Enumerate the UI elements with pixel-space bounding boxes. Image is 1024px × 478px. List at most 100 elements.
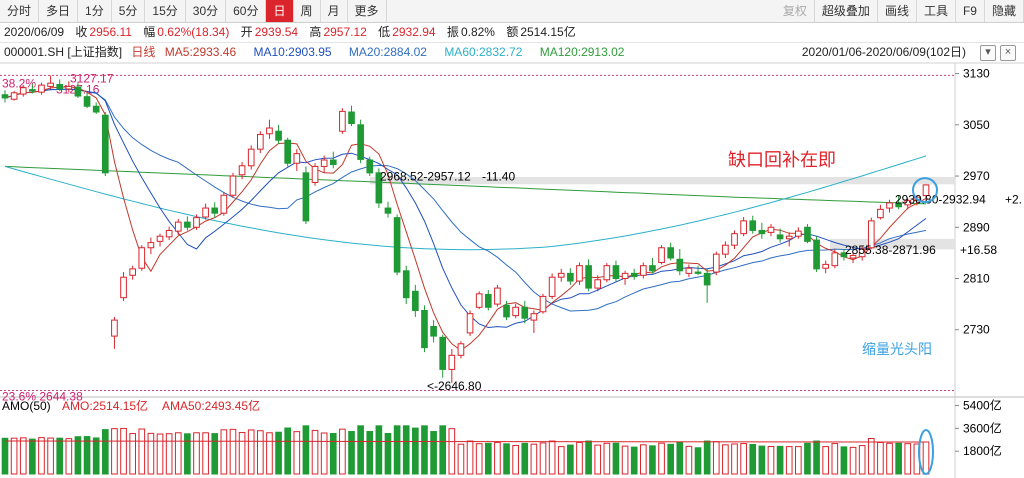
- volume-bar-68: [621, 445, 629, 475]
- candle-body: [47, 82, 54, 87]
- candle-body: [904, 199, 912, 206]
- candle-body: [19, 87, 27, 95]
- volume-bar-44: [402, 425, 410, 475]
- candle-74: [676, 249, 684, 276]
- close-icon[interactable]: ×: [1000, 45, 1016, 61]
- candle-81: [740, 217, 747, 237]
- tool-button-5[interactable]: 隐藏: [985, 0, 1024, 22]
- candle-82: [749, 215, 757, 234]
- tab-6[interactable]: 60分: [226, 0, 267, 22]
- candle-33: [302, 166, 310, 225]
- volume-bar-34: [311, 429, 319, 475]
- candle-body: [749, 220, 757, 231]
- fib-bottom-label: 23.6% 2644.38: [2, 390, 83, 404]
- amount-label: 额: [506, 25, 519, 39]
- volume-bar-65: [594, 444, 602, 475]
- tab-5[interactable]: 30分: [186, 0, 227, 22]
- volume-bar-79: [722, 444, 729, 475]
- candle-body: [329, 159, 337, 166]
- security-code: 000001.SH [上证指数]: [4, 45, 123, 59]
- candle-body: [10, 92, 18, 100]
- volume-bar-93: [849, 446, 857, 475]
- close-label: 收: [75, 25, 88, 39]
- candle-body: [813, 239, 820, 270]
- candle-body: [412, 290, 419, 311]
- volume-bar-62: [567, 444, 574, 475]
- tab-3[interactable]: 5分: [112, 0, 146, 22]
- volume-bar-73: [667, 443, 675, 475]
- candle-27: [247, 145, 255, 170]
- amount-value: 2514.15亿: [520, 25, 576, 39]
- candle-body: [548, 276, 556, 297]
- candle-43: [393, 214, 401, 276]
- tab-9[interactable]: 月: [321, 0, 348, 22]
- candle-body: [211, 207, 219, 214]
- volume-bar-90: [822, 446, 830, 475]
- candle-75: [685, 264, 693, 278]
- tab-8[interactable]: 周: [294, 0, 321, 22]
- candle-body: [922, 184, 930, 197]
- ma-legend: 000001.SH [上证指数] 日线 MA5:2933.46 MA10:290…: [0, 43, 1024, 61]
- open-value: 2939.54: [254, 25, 299, 39]
- tab-7[interactable]: 日: [266, 0, 294, 22]
- candle-85: [776, 228, 784, 243]
- tool-button-4[interactable]: F9: [956, 0, 985, 22]
- tool-button-2[interactable]: 画线: [878, 0, 917, 22]
- candle-26: [238, 161, 246, 180]
- candle-body: [275, 130, 282, 141]
- volume-bar-41: [375, 425, 383, 475]
- candle-body: [293, 153, 301, 164]
- candle-67: [612, 260, 620, 282]
- volume-bar-11: [101, 429, 109, 475]
- candle-body: [65, 85, 73, 90]
- candle-70: [639, 262, 647, 279]
- candle-body: [229, 175, 237, 196]
- candle-body: [658, 247, 665, 263]
- tab-1[interactable]: 多日: [39, 0, 79, 22]
- tab-0[interactable]: 分时: [0, 0, 40, 22]
- volume-bar-51: [466, 440, 474, 475]
- volume-bar-76: [694, 447, 702, 475]
- tool-button-1[interactable]: 超级叠加: [815, 0, 878, 22]
- tool-button-0[interactable]: 复权: [776, 0, 815, 22]
- tool-button-3[interactable]: 工具: [917, 0, 956, 22]
- candle-78: [712, 251, 720, 276]
- volume-bar-50: [457, 443, 465, 475]
- ma60-label: MA60:2832.72: [444, 45, 523, 59]
- candle-body: [165, 229, 173, 238]
- gap1-diff: -11.40: [482, 170, 515, 184]
- candle-body: [202, 207, 209, 218]
- candle-body: [83, 96, 91, 107]
- volume-bar-58: [530, 443, 538, 475]
- volume-bar-28: [256, 430, 264, 475]
- volume-bar-12: [111, 428, 118, 475]
- candle-35: [320, 155, 328, 173]
- tab-4[interactable]: 15分: [145, 0, 186, 22]
- candle-65: [594, 275, 602, 292]
- tab-10[interactable]: 更多: [348, 0, 387, 22]
- volume-bar-38: [348, 431, 355, 475]
- candle-0: [1, 90, 9, 103]
- volume-bar-2: [19, 437, 27, 475]
- candle-84: [767, 224, 775, 237]
- volume-bar-56: [512, 444, 519, 475]
- volume-bar-18: [165, 433, 173, 475]
- candle-96: [877, 204, 884, 220]
- candle-body: [585, 265, 592, 289]
- chevron-down-icon[interactable]: ▾: [980, 45, 996, 61]
- candle-body: [302, 172, 310, 222]
- candle-99: [904, 198, 912, 210]
- candle-body: [594, 279, 602, 289]
- candle-62: [567, 268, 574, 285]
- y-tick-label: 3130: [963, 67, 990, 81]
- candle-body: [384, 207, 392, 214]
- volume-bar-61: [557, 446, 565, 475]
- volume-bar-0: [1, 437, 9, 475]
- volume-bar-16: [147, 432, 155, 475]
- volume-bar-6: [56, 437, 64, 475]
- tab-2[interactable]: 1分: [78, 0, 112, 22]
- candle-body: [858, 248, 866, 258]
- candle-79: [722, 241, 729, 258]
- ma60-line: [4, 155, 927, 251]
- volume-bar-47: [430, 431, 437, 475]
